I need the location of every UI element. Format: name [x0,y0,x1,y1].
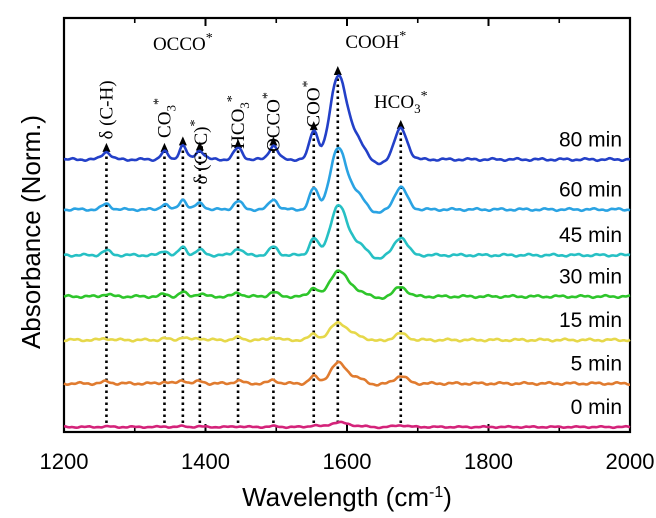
series-line [63,320,631,343]
peak-guide-arrow [195,141,204,151]
series-time-label: 5 min [571,353,622,376]
peak-label: OCCO* [153,31,213,55]
series-time-label: 60 min [559,179,622,202]
peak-guide-arrow [269,136,278,146]
x-axis-label-text: Wavelength (cm [242,482,429,512]
peak-label-text: COO [304,87,325,127]
peak-label-text: δ (C-H) [96,80,117,139]
series-line [63,146,631,214]
peak-guide-arrow [333,65,342,75]
peak-label-sup: * [399,29,406,44]
time-labels: 0 min 5 min 15 min 30 min 45 min 60 min 80 min [559,128,622,419]
peak-label-sup: * [301,80,316,87]
peak-guide-arrow [178,136,187,146]
peak-label: HCO3* [225,95,252,149]
x-axis-label-sup: -1 [429,484,443,501]
peak-label-sup: * [206,31,213,46]
peak-label-sup: * [225,95,240,102]
peak-label: δ (C-C)* [188,119,212,184]
x-tick-label: 1800 [464,449,513,474]
peak-label: δ (C-H) [96,80,117,139]
peak-label: HCO3* [374,89,428,116]
peak-label-text: OCCO [263,99,284,152]
peak-label-text: HCO [228,109,249,149]
peak-label-text: HCO [374,92,414,113]
x-axis-label: Wavelength (cm-1) [242,482,452,512]
peak-labels: δ (C-H) CO3*OCCO*δ (C-C)* HCO3*OCCO* COO*CO… [96,29,427,185]
peak-label: CO3* [151,98,178,138]
x-tick-label: 1200 [40,449,89,474]
peak-label-text: δ (C-C) [191,126,212,184]
peak-label-sub: 3 [163,105,178,112]
peak-label-text: COOH [345,32,399,53]
series-line [63,203,631,260]
series-line [63,269,631,300]
peak-guide-arrow [396,119,405,129]
peak-label-text: OCCO [153,34,206,55]
peak-guide-arrow [102,142,111,152]
series-line [63,74,631,166]
peak-label-sup: * [188,119,203,126]
x-tick-label: 2000 [606,449,655,474]
series-time-label: 15 min [559,309,622,332]
peak-guides [102,65,405,423]
x-axis-label-end: ) [443,482,452,512]
series-time-label: 30 min [559,266,622,289]
peak-label: OCCO* [260,92,284,152]
peak-label-sup: * [151,98,166,105]
y-axis-label: Absorbance (Norm.) [16,115,46,349]
x-tick-label: 1400 [181,449,230,474]
peak-guide-arrow [160,142,169,152]
peak-guide-arrow [309,121,318,131]
series-time-label: 45 min [559,224,622,247]
peak-guide-arrow [234,138,243,148]
series-time-label: 80 min [559,128,622,151]
series-line [63,420,631,430]
series-time-label: 0 min [571,396,622,419]
x-tick-label: 1600 [323,449,372,474]
series-line [63,360,630,387]
peak-label-sub: 3 [237,102,252,109]
peak-label: COOH* [345,29,406,53]
peak-label-sup: * [421,89,428,104]
peak-label: COO* [301,80,325,127]
spectra [63,74,631,430]
peak-label-text: CO [154,112,175,138]
peak-label-sub: 3 [414,101,421,116]
peak-label-sup: * [260,92,275,99]
